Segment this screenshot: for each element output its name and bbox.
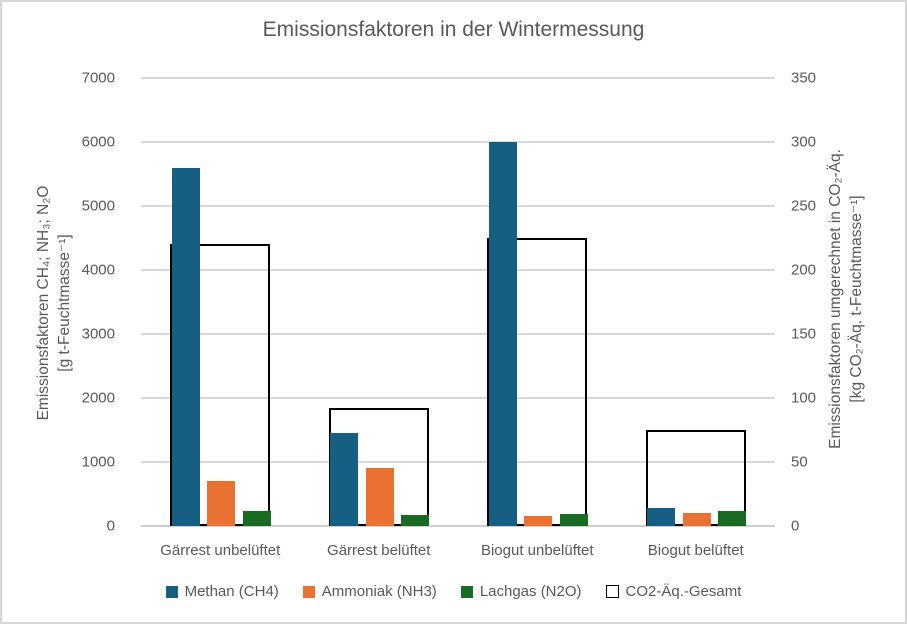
category-label: Biogut unbelüftet (480, 542, 594, 559)
right-axis-tick-label: 250 (791, 197, 817, 215)
gridline (141, 205, 775, 207)
legend-label: Ammoniak (NH3) (321, 583, 437, 600)
legend-swatch-co2-q-gesamt (605, 585, 619, 598)
left-axis-tick-label: 4000 (81, 261, 115, 279)
right-axis-tick-label: 200 (791, 261, 817, 279)
legend-swatch-ammoniak-nh3- (302, 585, 315, 598)
left-axis-title: Emissionsfaktoren CH₄; NH₃; N₂O [g t-Feu… (33, 186, 75, 421)
left-axis-tick-label: 5000 (81, 197, 115, 215)
right-axis-tick-label: 0 (791, 517, 800, 535)
category-label: Gärrest unbelüftet (160, 542, 281, 559)
bar-methan-ch4-[interactable] (647, 508, 675, 526)
bar-methan-ch4-[interactable] (171, 167, 200, 526)
left-axis-tick-label: 3000 (81, 325, 115, 343)
bar-group (141, 78, 300, 526)
legend-label: CO2-Äq.-Gesamt (625, 583, 742, 600)
right-axis-tick-label: 50 (791, 453, 808, 471)
legend-item[interactable]: Ammoniak (NH3) (302, 583, 437, 600)
category-label: Gärrest belüftet (327, 542, 431, 559)
right-axis-tick-label: 150 (791, 325, 817, 343)
gridline (141, 141, 775, 143)
legend-swatch-lachgas-n2o- (460, 585, 473, 598)
gridline (141, 397, 775, 399)
legend-label: Methan (CH4) (184, 583, 279, 600)
bar-lachgas-n2o-[interactable] (718, 510, 746, 526)
right-axis-tick-label: 300 (791, 133, 817, 151)
bar-group (300, 78, 459, 526)
bar-methan-ch4-[interactable] (330, 433, 358, 526)
bar-ammoniak-nh3-[interactable] (682, 512, 711, 526)
chart-title: Emissionsfaktoren in der Wintermessung (262, 18, 645, 41)
left-axis-title-line2: [g t-Feuchtmasse⁻¹] (56, 234, 73, 372)
bar-lachgas-n2o-[interactable] (242, 510, 271, 526)
right-axis-title-line1: Emissionsfaktoren umgerechnet in CO₂-Äq. (827, 149, 844, 449)
legend-item[interactable]: Methan (CH4) (165, 583, 279, 600)
right-axis-title-line2: [kg CO₂-Äq. t-Feuchtmasse⁻¹] (848, 195, 865, 403)
legend-item[interactable]: CO2-Äq.-Gesamt (605, 583, 742, 600)
bar-group (458, 78, 617, 526)
gridline (141, 333, 775, 335)
bar-ammoniak-nh3-[interactable] (365, 468, 394, 526)
bar-ammoniak-nh3-[interactable] (207, 481, 235, 526)
left-axis-tick-label: 6000 (81, 133, 115, 151)
right-axis-tick-label: 100 (791, 389, 817, 407)
bar-lachgas-n2o-[interactable] (401, 514, 429, 526)
gridline (141, 461, 775, 463)
bar-ammoniak-nh3-[interactable] (524, 515, 552, 526)
bar-group (617, 78, 776, 526)
bar-lachgas-n2o-[interactable] (559, 513, 588, 526)
category-label: Biogut belüftet (647, 542, 744, 559)
x-axis-line (141, 525, 775, 527)
left-axis-title-line1: Emissionsfaktoren CH₄; NH₃; N₂O (35, 185, 52, 421)
legend-swatch-methan-ch4- (165, 585, 178, 598)
legend-label: Lachgas (N2O) (479, 583, 582, 600)
gridline (141, 77, 775, 79)
legend-item[interactable]: Lachgas (N2O) (460, 583, 582, 600)
left-axis-tick-label: 2000 (81, 389, 115, 407)
plot-area: 0 1000 2000 3000 4000 5000 6000 7000 0 50 100 150 20… (82, 70, 816, 560)
gridline (141, 269, 775, 271)
right-axis-title: Emissionsfaktoren umgerechnet in CO₂-Äq.… (825, 149, 867, 449)
legend: Methan (CH4) Ammoniak (NH3) Lachgas (N2O) C… (2, 583, 905, 600)
left-axis-tick-label: 7000 (81, 69, 115, 87)
right-axis-tick-label: 350 (791, 69, 817, 87)
left-axis-tick-label: 0 (106, 517, 115, 535)
left-axis-tick-label: 1000 (81, 453, 115, 471)
bar-methan-ch4-[interactable] (488, 142, 517, 526)
